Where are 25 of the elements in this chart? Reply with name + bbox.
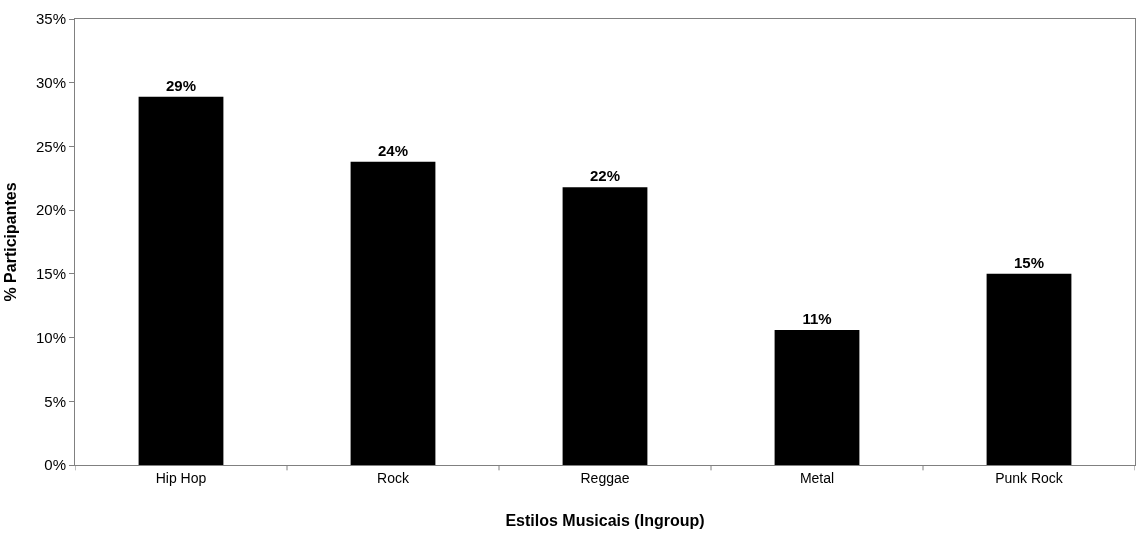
bar — [986, 273, 1072, 465]
y-tick-label: 10% — [35, 328, 66, 346]
bar — [774, 329, 860, 465]
y-tick-label: 25% — [35, 137, 66, 155]
y-tick-label: 30% — [35, 73, 66, 91]
data-label: 11% — [802, 309, 832, 327]
x-tick-label: Rock — [377, 469, 410, 486]
data-label: 22% — [589, 167, 621, 185]
y-axis-title: % Participantes — [1, 182, 19, 302]
x-tick-label: Hip Hop — [155, 469, 207, 486]
x-tick-label: Punk Rock — [995, 469, 1064, 486]
data-label: 29% — [165, 76, 197, 94]
x-tick-label: Reggae — [580, 469, 630, 486]
bar — [138, 96, 224, 465]
y-tick-label: 0% — [44, 456, 66, 474]
y-tick-label: 20% — [35, 201, 66, 219]
data-label: 15% — [1013, 253, 1045, 271]
x-tick-label: Metal — [799, 469, 835, 486]
y-tick-label: 35% — [35, 10, 66, 28]
x-axis-title: Estilos Musicais (Ingroup) — [505, 512, 705, 530]
data-label: 24% — [377, 141, 409, 159]
y-tick-label: 5% — [44, 392, 66, 410]
y-tick-label: 15% — [35, 265, 66, 283]
bar — [350, 161, 436, 465]
bar — [562, 187, 648, 465]
